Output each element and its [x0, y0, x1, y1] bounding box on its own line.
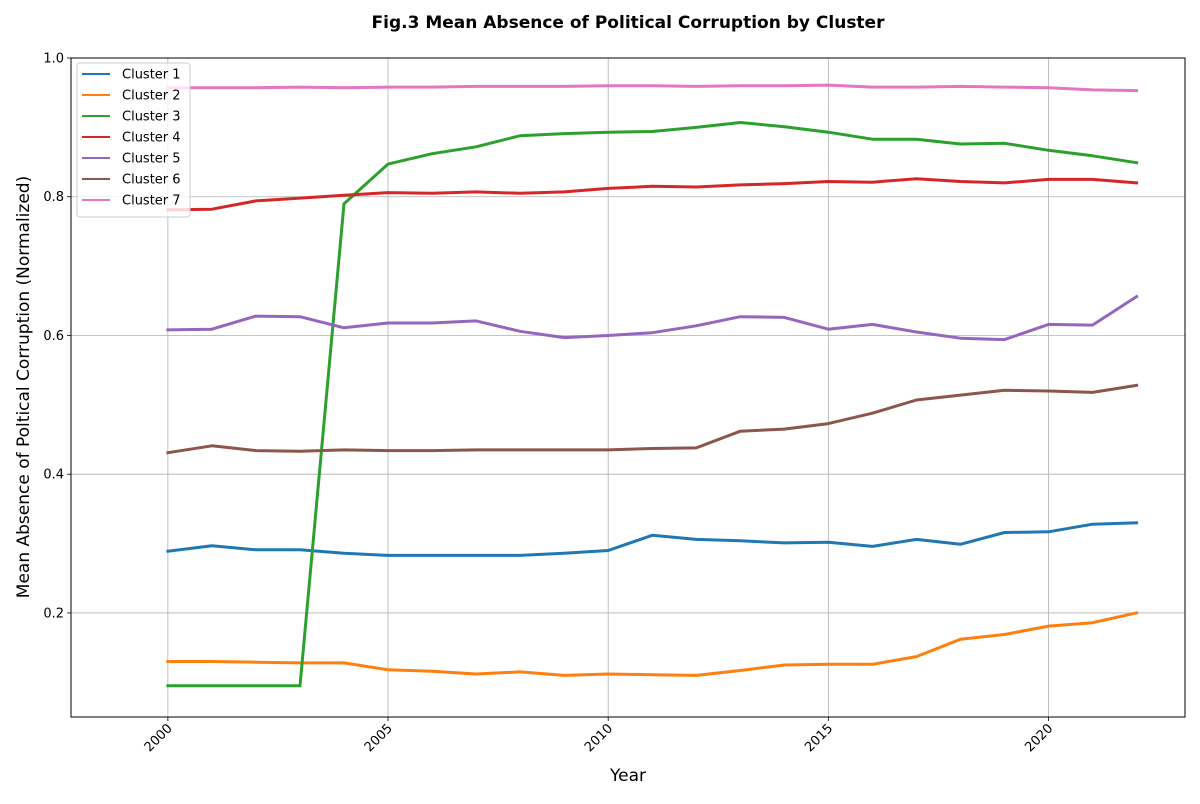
- series-line-4: [166, 177, 1139, 212]
- x-tick-label: 2015: [802, 721, 836, 755]
- y-tick-label: 0.4: [43, 468, 64, 483]
- legend: Cluster 1 Cluster 2 Cluster 3 Cluster 4 Clus…: [76, 62, 191, 218]
- x-tick-label: 2010: [582, 721, 616, 755]
- y-tick-label: 1.0: [43, 52, 64, 67]
- grid: [71, 57, 1185, 717]
- x-tick-label: 2020: [1022, 721, 1056, 755]
- chart-title: Fig.3 Mean Absence of Political Corrupti…: [372, 13, 886, 33]
- legend-label: Cluster 2: [122, 89, 181, 104]
- series-line-7: [166, 83, 1139, 93]
- series-line-5: [166, 294, 1139, 342]
- legend-label: Cluster 6: [122, 173, 181, 188]
- series-line-3: [166, 121, 1139, 688]
- y-tick-label: 0.6: [43, 329, 64, 344]
- legend-label: Cluster 3: [122, 110, 181, 125]
- series-line-6: [166, 383, 1139, 455]
- y-tick-label: 0.2: [43, 606, 64, 621]
- plot-frame: [70, 57, 1186, 718]
- x-tick-label: 2005: [362, 721, 396, 755]
- legend-label: Cluster 5: [122, 152, 181, 167]
- series-line-1: [166, 521, 1139, 557]
- series-line-2: [166, 611, 1139, 677]
- legend-label: Cluster 4: [122, 131, 181, 146]
- series-lines: [166, 83, 1139, 688]
- x-axis-label: Year: [609, 766, 646, 786]
- y-axis-label: Mean Absence of Poltical Corruption (Nor…: [14, 176, 34, 598]
- legend-label: Cluster 7: [122, 194, 181, 209]
- legend-label: Cluster 1: [122, 68, 181, 83]
- y-tick-label: 0.8: [43, 190, 64, 205]
- x-tick-label: 2000: [142, 721, 176, 755]
